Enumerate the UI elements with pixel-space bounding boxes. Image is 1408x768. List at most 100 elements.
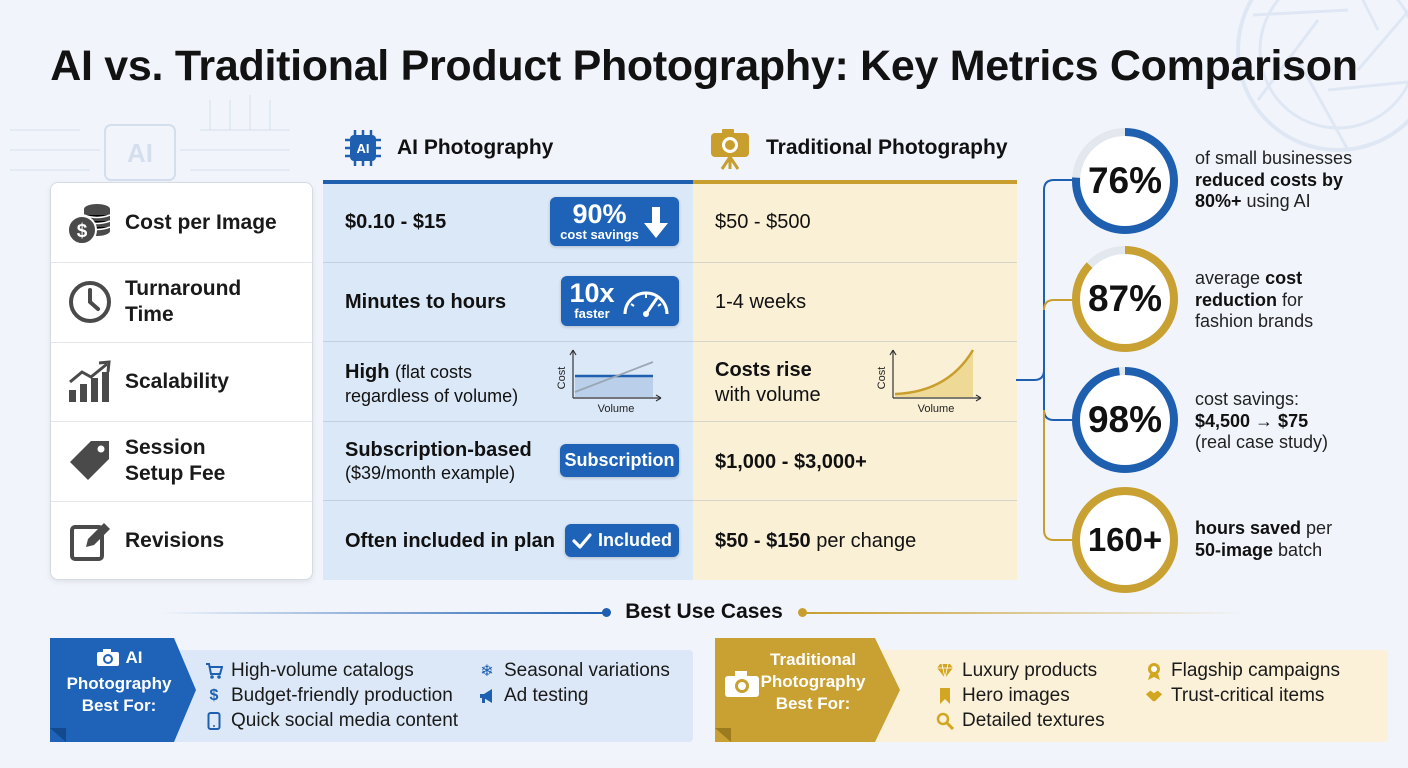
stat-description: cost savings: $4,500 → $75 (real case stud… <box>1195 389 1329 453</box>
megaphone-icon <box>478 687 496 705</box>
use-case-item: ❄ Seasonal variations <box>478 660 670 682</box>
traditional-column-title: Traditional Photography <box>766 136 1008 159</box>
row-divider <box>323 421 1017 422</box>
stat-ring: 160+ <box>1071 486 1179 594</box>
stat-progress-ring <box>1072 487 1178 593</box>
dollar-icon: $ <box>209 687 219 704</box>
ai-column-title: AI Photography <box>397 136 554 159</box>
ai-revisions: Often included in plan <box>345 530 555 552</box>
chart-y-label: Cost <box>556 367 568 390</box>
svg-text:AI: AI <box>357 141 370 156</box>
svg-text:$: $ <box>77 221 88 242</box>
stat-value: 160+ <box>1087 521 1163 558</box>
metric-label: Cost per Image <box>125 210 277 234</box>
use-cases-title: Best Use Cases <box>625 600 783 623</box>
stat-ring: 76% <box>1071 127 1179 235</box>
award-icon <box>1145 662 1163 680</box>
traditional-column-accent <box>693 180 1017 184</box>
stat-progress-ring <box>1072 246 1178 352</box>
ai-cost-per-image: $0.10 - $15 <box>345 211 447 233</box>
bar-chart-up-icon <box>67 359 113 405</box>
row-divider <box>323 341 1017 342</box>
traditional-revisions: $50 - $150 per change <box>715 530 917 552</box>
snowflake-icon: ❄ <box>480 663 494 680</box>
traditional-column-header: Traditional Photography <box>708 120 1008 176</box>
ai-flat-cost-chart: Cost Volume <box>556 349 662 415</box>
magnifier-icon <box>936 712 954 730</box>
stat-value: 76% <box>1087 160 1163 201</box>
stats-connector <box>1016 179 1072 541</box>
use-case-item: Hero images <box>936 685 1070 707</box>
traditional-setup-fee: $1,000 - $3,000+ <box>715 451 867 473</box>
metric-label: Revisions <box>125 529 225 553</box>
stat-value: 98% <box>1087 399 1163 440</box>
traditional-use-cases-tag: Traditional Photography Best For: <box>760 649 866 714</box>
ai-scalability: High (flat costs regardless of volume) <box>345 361 519 406</box>
metric-label: Scalability <box>125 370 229 394</box>
chart-x-label: Volume <box>598 403 635 415</box>
stat-progress-ring <box>1072 128 1178 234</box>
stat-description: of small businesses reduced costs by 80%+ … <box>1195 148 1353 212</box>
cost-savings-badge: 90% cost savings <box>550 197 679 246</box>
edit-icon <box>67 518 113 564</box>
traditional-cost-per-image: $50 - $500 <box>715 211 811 233</box>
circuit-background-icon: AI <box>10 95 290 181</box>
badge-caption: faster <box>574 306 610 322</box>
camera-tripod-icon <box>711 129 749 170</box>
traditional-rising-cost-chart: Cost Volume <box>876 349 982 415</box>
metric-label: Turnaround Time <box>125 277 242 326</box>
metric-row-scalability: Scalability <box>51 342 314 421</box>
metric-row-turnaround-time: Turnaround Time <box>51 262 314 341</box>
traditional-turnaround: 1-4 weeks <box>715 291 807 313</box>
bookmark-icon <box>936 687 954 705</box>
traditional-use-cases-tag-shape <box>715 638 900 742</box>
phone-icon <box>205 712 223 730</box>
use-case-item: Trust-critical items <box>1145 685 1324 707</box>
ai-chip-icon: AI <box>345 130 381 166</box>
ai-turnaround: Minutes to hours <box>345 291 507 313</box>
stat-progress-ring <box>1072 367 1178 473</box>
metric-row-cost-per-image: $ Cost per Image <box>51 183 314 262</box>
use-cases-divider-right <box>805 612 1250 614</box>
stat-progress-arc <box>1072 487 1178 593</box>
svg-text:AI: AI <box>127 138 153 168</box>
aperture-background-icon <box>1236 0 1408 152</box>
badge-caption: cost savings <box>560 226 639 242</box>
clock-icon <box>67 279 113 325</box>
use-case-item: Ad testing <box>478 685 589 707</box>
chart-x-label: Volume <box>918 403 955 415</box>
stat-value: 87% <box>1087 278 1163 319</box>
use-case-item: Luxury products <box>936 660 1097 682</box>
ai-use-cases-tag-shape <box>50 638 196 742</box>
price-tag-icon <box>67 438 113 484</box>
stat-ring: 87% <box>1071 245 1179 353</box>
camera-icon <box>725 671 759 697</box>
badge-value: 10x <box>569 278 615 309</box>
use-case-item: High-volume catalogs <box>205 660 414 682</box>
stat-description: hours saved per 50-image batch <box>1195 518 1333 560</box>
ai-use-cases-tag: AI Photography Best For: <box>66 647 172 716</box>
speed-badge: 10x faster <box>561 276 679 326</box>
metric-row-session-setup-fee: Session Setup Fee <box>51 421 314 500</box>
divider-dot <box>602 608 611 617</box>
arrow-down-icon <box>643 206 668 238</box>
chart-y-label: Cost <box>876 367 888 390</box>
stat-ring: 98% <box>1071 366 1179 474</box>
stat-progress-arc <box>1072 367 1178 473</box>
use-cases-divider-left <box>160 612 605 614</box>
handshake-icon <box>1145 687 1163 705</box>
camera-icon <box>96 649 119 667</box>
use-case-item: $ Budget-friendly production <box>205 685 453 707</box>
traditional-scalability: Costs rise with volume <box>715 359 821 406</box>
diamond-icon <box>936 662 954 680</box>
coins-dollar-icon: $ <box>67 200 113 246</box>
ai-column-accent <box>323 180 693 184</box>
metric-row-revisions: Revisions <box>51 501 314 580</box>
page-title: AI vs. Traditional Product Photography: … <box>50 42 1358 90</box>
cart-icon <box>205 662 223 680</box>
stat-progress-arc <box>1072 128 1178 234</box>
metrics-label-card: $ Cost per Image Turnaround Time Scalabil… <box>50 182 314 580</box>
use-case-item: Quick social media content <box>205 710 458 732</box>
metric-label: Session Setup Fee <box>125 436 226 485</box>
included-badge: Included <box>565 524 679 557</box>
